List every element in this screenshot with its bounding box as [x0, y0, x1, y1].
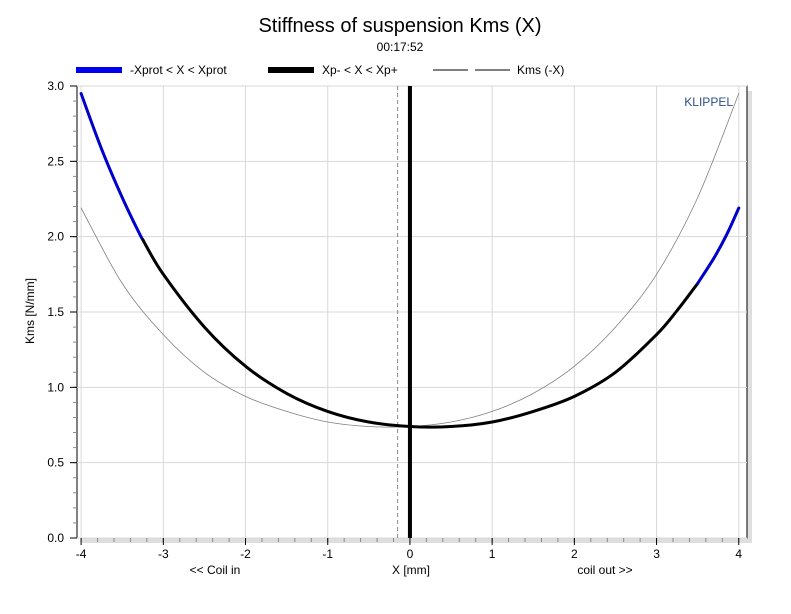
chart-title: Stiffness of suspension Kms (X): [258, 15, 541, 37]
y-tick-label-6: 3.0: [47, 79, 64, 93]
series-line-1: [141, 238, 700, 429]
legend-swatch-0: [76, 67, 122, 73]
x-annotation-coil-out: coil out >>: [577, 563, 632, 577]
y-tick-label-1: 0.5: [47, 456, 64, 470]
legend-label-2: Kms (-X): [517, 63, 564, 77]
y-axis-label: Kms [N/mm]: [23, 278, 37, 344]
y-tick-label-5: 2.5: [47, 154, 64, 168]
y-tick-label-4: 2.0: [47, 230, 64, 244]
x-tick-label-2: -2: [240, 547, 251, 561]
x-tick-label-5: 1: [489, 547, 496, 561]
x-tick-label-6: 2: [571, 547, 578, 561]
x-tick-label-4: 0: [407, 547, 414, 561]
y-axis-ticks: 0.0 0.5 1.0 1.5 2.0 2.5 3.0: [47, 79, 77, 545]
x-annotation-coil-in: << Coil in: [190, 563, 241, 577]
vertical-lines: [397, 86, 412, 538]
chart-subtitle: 00:17:52: [377, 40, 424, 54]
y-tick-label-2: 1.0: [47, 380, 64, 394]
x-tick-label-1: -3: [158, 547, 169, 561]
series-line-2: [696, 206, 741, 285]
x-tick-label-7: 3: [653, 547, 660, 561]
x-axis-ticks: -4 -3 -2 -1 0 1 2 3 4: [76, 538, 742, 561]
x-axis-label: X [mm]: [392, 563, 430, 577]
legend: -Xprot < X < Xprot Xp- < X < Xp+ Kms (-X): [76, 63, 564, 77]
y-tick-label-0: 0.0: [47, 531, 64, 545]
x-tick-label-0: -4: [76, 547, 87, 561]
y-tick-label-3: 1.5: [47, 305, 64, 319]
x-tick-label-3: -1: [322, 547, 333, 561]
series-line-0: [79, 92, 145, 242]
watermark-klippel: KLIPPEL: [684, 95, 733, 109]
series-group: [79, 92, 741, 429]
x-tick-label-8: 4: [735, 547, 742, 561]
legend-label-1: Xp- < X < Xp+: [322, 63, 398, 77]
legend-label-0: -Xprot < X < Xprot: [130, 63, 227, 77]
legend-swatch-1: [268, 67, 314, 73]
